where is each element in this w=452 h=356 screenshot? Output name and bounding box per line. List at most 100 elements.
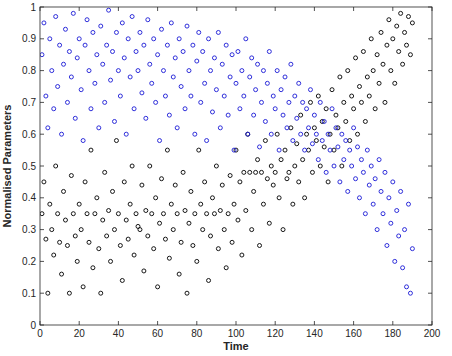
point [244,209,248,213]
point [289,126,293,130]
point [363,119,367,123]
tick [392,7,393,11]
point [161,69,165,73]
point [58,43,62,47]
point [50,228,54,232]
tick [79,321,80,325]
point [148,164,152,168]
point [56,212,60,216]
point [287,100,291,104]
point [406,15,410,19]
point [79,88,83,92]
tick [40,321,41,325]
point [254,88,258,92]
point [56,85,60,89]
point [126,237,130,241]
point [62,62,66,66]
point [342,100,346,104]
point [377,158,381,162]
point [401,266,405,270]
point [116,212,120,216]
tick [40,134,44,135]
tick [314,321,315,325]
point [140,183,144,187]
point [385,43,389,47]
point [301,100,305,104]
point [265,81,269,85]
tick [428,70,432,71]
point [399,189,403,193]
point [305,132,309,136]
point [177,272,181,276]
point [54,164,58,168]
background [0,0,452,356]
point [234,81,238,85]
point [124,218,128,222]
point [242,170,246,174]
point [150,212,154,216]
point [216,247,220,251]
point [199,100,203,104]
point [354,177,358,181]
point [405,285,409,289]
point [85,212,89,216]
tick [40,197,44,198]
point [91,30,95,34]
point [65,244,69,248]
point [87,240,91,244]
point [338,180,342,184]
point [375,228,379,232]
point [109,259,113,263]
point [312,126,316,130]
point [393,81,397,85]
point [238,180,242,184]
point [183,209,187,213]
point [403,30,407,34]
point [207,278,211,282]
point [199,202,203,206]
point [361,50,365,54]
point [242,94,246,98]
point [144,209,148,213]
point [285,177,289,181]
tick [196,7,197,11]
point [348,139,352,143]
point [334,126,338,130]
point [399,11,403,15]
tick [79,7,80,11]
point [350,164,354,168]
point [112,119,116,123]
point [183,107,187,111]
point [171,228,175,232]
point [167,113,171,117]
point [73,234,77,238]
point [322,145,326,149]
point [62,189,66,193]
tick-label: 100 [228,328,245,339]
point [205,139,209,143]
point [291,139,295,143]
point [42,180,46,184]
tick-label: 0.3 [22,224,36,235]
point [273,107,277,111]
point [344,139,348,143]
point [60,272,64,276]
point [314,139,318,143]
tick [275,7,276,11]
point [295,116,299,120]
tick [40,229,44,230]
point [252,113,256,117]
point [209,234,213,238]
point [173,56,177,60]
point [336,145,340,149]
point [397,234,401,238]
point [230,53,234,57]
point [297,180,301,184]
point [109,78,113,82]
tick [428,166,432,167]
point [152,37,156,41]
point [271,183,275,187]
point [250,56,254,60]
point [161,212,165,216]
tick [40,261,44,262]
